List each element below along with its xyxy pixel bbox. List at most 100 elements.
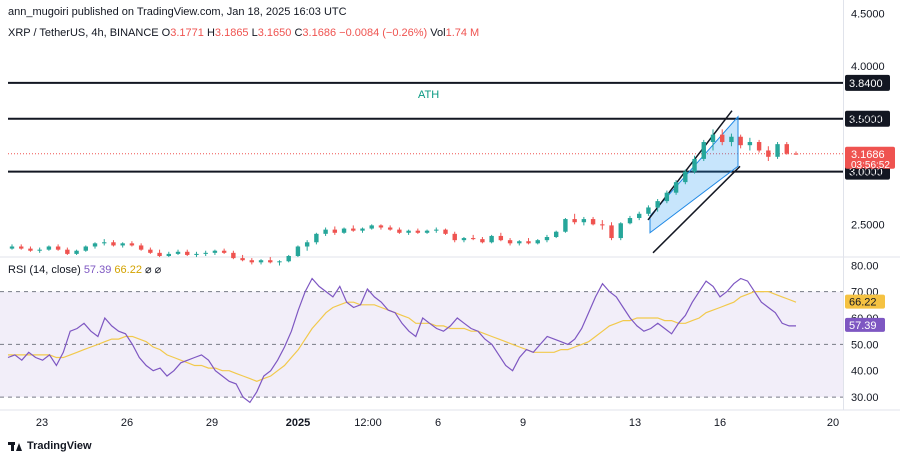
channel-lower-line [652,165,741,254]
tradingview-logo-icon [8,441,22,451]
candle-body [673,182,679,193]
candle-body [185,251,190,255]
candle-body [203,252,208,254]
rsi-band-fill [0,291,843,398]
candle-body [55,246,61,250]
time-tick-label: 6 [435,417,441,429]
time-tick-label: 26 [121,417,133,429]
candle-body [83,246,88,251]
candle-body [646,207,651,214]
brand-name: TradingView [27,440,92,452]
symbol-name[interactable]: XRP / TetherUS, 4h, BINANCE [8,27,159,39]
publisher-line: ann_mugoiri published on TradingView.com… [8,6,347,18]
close-label: C [294,27,303,39]
rsi-value: 57.39 [83,264,112,276]
candle-body [397,229,402,233]
rsi-line [7,277,796,404]
candle-body [295,246,301,256]
rsi-value-box [845,317,885,332]
candle-body [415,230,421,233]
channel-upper-line [647,110,733,221]
candle-body [784,144,789,154]
price-tick-label: 4.5000 [851,8,885,20]
price-axis: 2.5000 3.0000 3.5000 4.0000 4.5000 [851,8,885,231]
candle-body [517,241,522,244]
candle-body [304,242,310,247]
price-tick-label: 3.0000 [851,167,885,179]
price-tick-label: 2.5000 [851,219,885,231]
candle-body [175,251,181,254]
level-label: 3.0000 [849,167,883,179]
rsi-ma-value-box [845,294,885,309]
candle-body [692,158,697,172]
level-label: 3.5000 [849,114,883,126]
candle-body [138,245,144,250]
candle-body [581,219,587,223]
rsi-tick-label: 80.00 [851,260,879,272]
high-label: H [206,27,215,39]
candle-body [148,249,153,253]
candle-body [756,142,762,151]
candle-body [277,261,282,263]
candle-body [360,228,365,231]
candle-body [655,201,660,208]
rsi-ma-value: 66.22 [114,264,142,276]
candle-body [166,253,171,256]
candle-body [314,233,319,243]
rsi-pane [0,277,843,404]
time-tick-label: 9 [520,417,526,429]
candle-body [323,229,328,234]
candle-body [627,218,633,224]
candle-body [286,256,291,262]
rsi-tick-label: 50.00 [851,339,879,351]
last-price-box [845,146,895,169]
candle-body [387,227,393,230]
candle-body [268,260,273,263]
rsi-value-label: 57.39 [849,320,877,332]
candle-body [729,136,734,143]
time-tick-label: 29 [206,417,218,429]
price-gridlines [0,0,900,410]
level-label: 3.8400 [849,78,883,90]
candle-body [111,242,116,246]
rsi-ma-line [8,291,797,382]
visibility-icons[interactable]: ⌀ ⌀ [145,264,162,276]
candle-body [720,134,725,143]
candle-body [258,260,264,263]
rsi-legend: RSI (14, close) 57.39 66.22 ⌀ ⌀ [8,263,161,276]
candle-body [120,243,125,246]
candle-body [563,219,568,232]
candle-body [378,225,384,228]
rsi-ma-value-label: 66.22 [849,297,877,309]
candle-body [231,252,236,259]
time-tick-label: 2025 [286,417,310,429]
countdown-label: 03:56:52 [851,160,890,171]
level-label-box [845,110,890,127]
time-axis: 23 26 29 2025 12:00 6 9 13 16 20 [0,409,900,429]
candle-body [544,237,550,241]
candle-body [369,225,374,229]
candle-body [747,142,753,146]
rsi-label[interactable]: RSI (14, close) [8,264,81,276]
candle-body [526,241,531,244]
candle-body [102,242,107,244]
rsi-tick-label: 30.00 [851,392,879,404]
time-tick-label: 16 [714,417,726,429]
candle-body [766,150,771,157]
volume-label: Vol [430,27,446,39]
candle-body [28,248,33,251]
open-value: 3.1771 [170,27,204,39]
candle-body [553,231,559,238]
candle-body [489,235,494,243]
candle-body [710,134,716,143]
candlestick-series [9,129,799,266]
low-value: 3.1650 [257,27,292,39]
level-label-box [845,74,890,91]
candle-body [249,260,255,263]
low-label: L [251,27,258,39]
time-tick-label: 23 [36,417,48,429]
candle-body [600,224,605,226]
